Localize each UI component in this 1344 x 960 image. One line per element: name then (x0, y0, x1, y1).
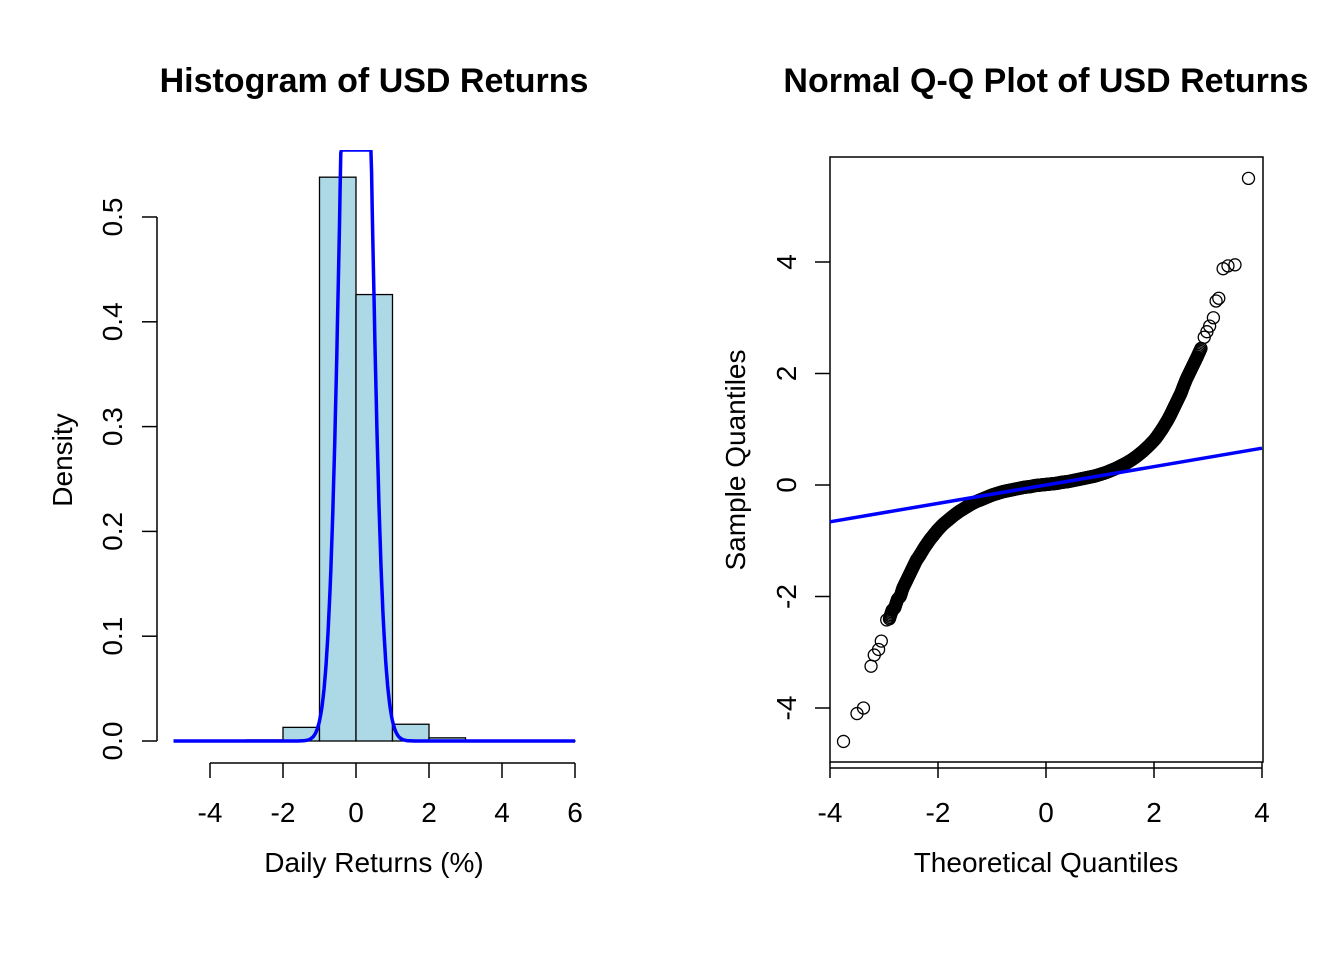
y-tick-label: 0.3 (97, 407, 128, 446)
x-tick-label: 0 (1038, 797, 1054, 828)
y-tick-label: 0 (771, 477, 802, 493)
x-tick-label: 6 (567, 797, 583, 828)
qq-point (1209, 294, 1223, 308)
histogram-panel: Histogram of USD Returns Daily Returns (… (47, 62, 588, 878)
y-tick-label: -4 (771, 696, 802, 721)
y-tick-label: 4 (771, 254, 802, 270)
qq-plot-x-axis-label: Theoretical Quantiles (914, 847, 1179, 878)
y-tick-label: 0.0 (97, 722, 128, 761)
qq-point (856, 701, 871, 715)
histogram-title: Histogram of USD Returns (160, 62, 589, 100)
x-tick-label: 0 (348, 797, 364, 828)
x-tick-label: -2 (271, 797, 296, 828)
histogram-x-axis: -4 -2 0 2 4 6 (198, 762, 583, 828)
x-tick-label: 2 (421, 797, 437, 828)
qq-point (1206, 311, 1221, 325)
x-tick-label: -4 (198, 797, 223, 828)
histogram-bars (209, 176, 576, 742)
qq-reference-line (829, 446, 1263, 524)
qq-plot-y-axis: -4 -2 0 2 4 (771, 254, 830, 720)
qq-point (1212, 291, 1226, 305)
qq-plot-y-axis-label: Sample Quantiles (720, 349, 751, 570)
y-tick-label: 2 (771, 366, 802, 382)
x-tick-label: 2 (1146, 797, 1162, 828)
qq-point (1202, 319, 1217, 333)
qq-point (1228, 258, 1242, 272)
qq-point (871, 642, 886, 657)
qq-line (829, 446, 1263, 524)
qq-plot-title: Normal Q-Q Plot of USD Returns (783, 62, 1308, 100)
qq-point (1241, 171, 1256, 186)
qq-point (864, 659, 878, 673)
density-curve-line (173, 150, 575, 743)
qq-point (930, 523, 945, 537)
histogram-x-axis-label: Daily Returns (%) (264, 847, 483, 878)
x-tick-label: -2 (926, 797, 951, 828)
qq-plot-panel: Normal Q-Q Plot of USD Returns Theoretic… (720, 62, 1309, 878)
qq-point (1221, 259, 1235, 273)
y-tick-label: 0.2 (97, 512, 128, 551)
qq-point (1193, 343, 1207, 357)
y-tick-label: -2 (771, 584, 802, 609)
qq-point (836, 734, 851, 749)
y-tick-label: 0.1 (97, 617, 128, 656)
histogram-density-curve (173, 150, 575, 743)
x-tick-label: 4 (1254, 797, 1270, 828)
histogram-y-axis-label: Density (47, 413, 78, 506)
qq-plot-x-axis: -4 -2 0 2 4 (818, 762, 1270, 828)
y-tick-label: 0.4 (97, 302, 128, 341)
histogram-y-axis: 0.0 0.1 0.2 0.3 0.4 0.5 (97, 198, 158, 761)
y-tick-label: 0.5 (97, 198, 128, 237)
qq-point (874, 634, 888, 648)
x-tick-label: -4 (818, 797, 843, 828)
x-tick-label: 4 (494, 797, 510, 828)
